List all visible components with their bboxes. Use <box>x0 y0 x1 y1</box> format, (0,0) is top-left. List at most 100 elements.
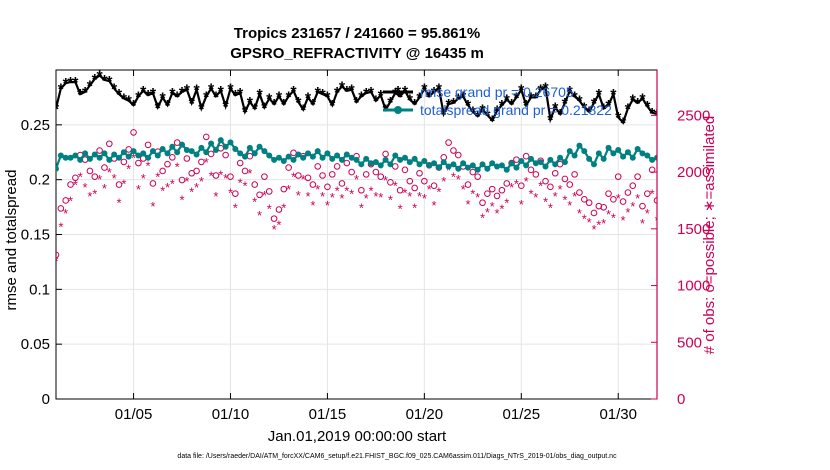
rmse-marker: * <box>799 105 806 122</box>
obs-assimilated-marker: * <box>533 190 538 205</box>
obs-possible-marker <box>688 193 694 199</box>
rmse-marker: * <box>256 87 263 104</box>
rmse-marker: * <box>538 83 545 100</box>
totalspread-marker <box>566 148 573 155</box>
totalspread-marker <box>634 145 641 152</box>
totalspread-marker <box>120 149 127 156</box>
obs-assimilated-marker: * <box>427 182 432 197</box>
obs-assimilated-marker: * <box>330 190 335 205</box>
totalspread-marker <box>208 140 215 147</box>
obs-assimilated-marker: * <box>679 205 684 220</box>
obs-assimilated-marker: * <box>640 216 645 231</box>
obs-assimilated-marker: * <box>349 187 354 202</box>
rmse-marker: * <box>179 85 186 102</box>
obs-possible-marker <box>761 184 767 190</box>
rmse-marker: * <box>334 85 341 102</box>
obs-assimilated-marker: * <box>359 200 364 215</box>
totalspread-marker <box>334 152 341 159</box>
rmse-marker: * <box>358 89 365 106</box>
y-tick-label-right: 1500 <box>677 221 710 238</box>
rmse-marker: * <box>72 75 79 92</box>
rmse-marker: * <box>557 107 564 124</box>
totalspread-marker <box>576 142 583 149</box>
totalspread-marker <box>324 150 331 157</box>
obs-possible-marker <box>746 189 752 195</box>
obs-assimilated-marker: * <box>131 150 136 165</box>
totalspread-marker <box>309 153 316 160</box>
totalspread-marker <box>300 154 307 161</box>
totalspread-marker <box>246 144 253 151</box>
obs-assimilated-marker: * <box>495 206 500 221</box>
obs-possible-marker <box>343 159 351 167</box>
totalspread-marker <box>179 141 186 148</box>
obs-assimilated-marker: * <box>519 197 524 212</box>
totalspread-marker <box>746 162 752 168</box>
rmse-marker: * <box>445 97 452 114</box>
obs-possible-marker <box>804 199 810 205</box>
rmse-marker: * <box>513 90 520 107</box>
obs-assimilated-marker: * <box>800 197 805 212</box>
rmse-marker: * <box>431 85 438 102</box>
obs-possible-marker <box>202 133 210 141</box>
obs-possible-marker <box>319 172 326 179</box>
totalspread-marker <box>600 155 607 162</box>
obs-possible-marker <box>411 184 418 192</box>
totalspread-marker <box>775 160 781 166</box>
totalspread-marker <box>629 154 636 161</box>
obs-possible-marker <box>614 173 622 180</box>
obs-assimilated-marker: * <box>654 213 659 228</box>
obs-assimilated-marker: * <box>315 182 320 197</box>
rmse-marker: * <box>591 96 598 113</box>
obs-assimilated-marker: * <box>335 183 340 198</box>
totalspread-marker <box>494 163 501 170</box>
obs-assimilated-marker: * <box>470 187 475 202</box>
obs-possible-marker <box>653 197 657 204</box>
totalspread-marker <box>275 154 282 161</box>
obs-possible-marker <box>741 177 747 183</box>
obs-assimilated-marker: * <box>267 201 272 216</box>
totalspread-marker <box>542 163 549 170</box>
totalspread-marker <box>571 152 578 159</box>
obs-possible-marker <box>737 170 743 176</box>
obs-assimilated-marker: * <box>87 189 92 204</box>
totalspread-marker <box>450 161 457 168</box>
rmse-marker: * <box>436 82 443 99</box>
totalspread-marker <box>217 137 224 144</box>
rmse-marker: * <box>426 89 433 106</box>
legend-spread-label: totalspread grand pr = 0.21822 <box>420 102 612 118</box>
y-tick-label-right: 1000 <box>677 278 710 295</box>
chart-title-line2: GPSRO_REFRACTIVITY @ 16435 m <box>230 45 484 62</box>
rmse-marker: * <box>475 109 482 126</box>
obs-assimilated-marker: * <box>562 192 567 207</box>
obs-possible-marker <box>67 181 74 188</box>
totalspread-marker <box>212 147 219 154</box>
obs-assimilated-marker: * <box>587 215 592 230</box>
totalspread-marker <box>426 162 433 169</box>
obs-possible-marker <box>62 197 69 204</box>
rmse-marker: * <box>237 86 244 103</box>
x-tick-label: 01/30 <box>599 406 637 423</box>
obs-assimilated-marker: * <box>291 170 296 185</box>
obs-possible-marker <box>809 195 815 201</box>
obs-assimilated-marker: * <box>461 182 466 197</box>
totalspread-marker <box>824 157 830 163</box>
rmse-marker: * <box>150 86 157 103</box>
obs-possible-marker <box>295 172 302 179</box>
rmse-marker: * <box>790 97 797 114</box>
totalspread-marker <box>581 148 588 155</box>
obs-assimilated-marker: * <box>645 206 650 221</box>
rmse-marker: * <box>601 101 608 118</box>
obs-possible-marker <box>669 183 675 189</box>
totalspread-marker <box>343 151 350 158</box>
totalspread-marker <box>353 156 360 163</box>
totalspread-marker <box>222 143 229 150</box>
obs-assimilated-marker: * <box>150 199 155 214</box>
obs-possible-marker <box>86 167 94 175</box>
obs-assimilated-marker: * <box>548 200 553 215</box>
obs-possible-marker <box>421 177 428 185</box>
totalspread-marker <box>280 158 287 165</box>
obs-assimilated-marker: * <box>436 184 441 199</box>
rmse-marker: * <box>329 98 336 115</box>
rmse-marker: * <box>232 88 239 105</box>
obs-assimilated-marker: * <box>504 196 509 211</box>
